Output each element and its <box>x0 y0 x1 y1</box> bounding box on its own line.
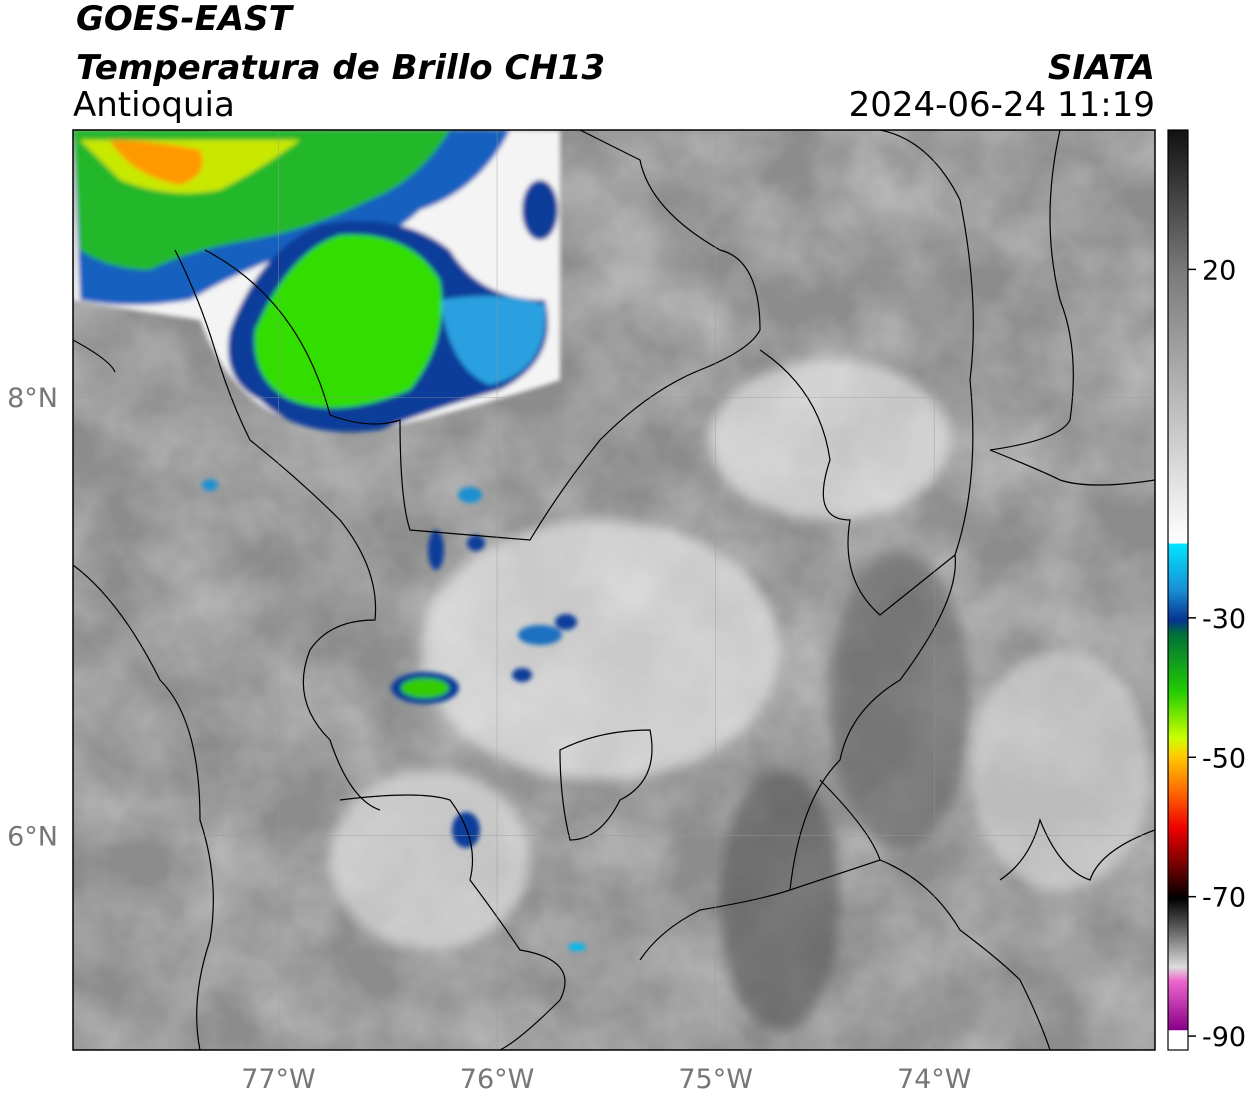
x-tick-label: 76°W <box>460 1064 535 1095</box>
map-frame <box>72 129 1156 1051</box>
colorbar-tick-label: -90 <box>1202 1022 1246 1053</box>
x-tick-label: 75°W <box>678 1064 753 1095</box>
x-tick-label: 77°W <box>241 1064 316 1095</box>
colorbar-tick-label: -70 <box>1202 883 1246 914</box>
graticule: 77°W 76°W 75°W 74°W 8°N 6°N <box>7 130 1155 1095</box>
title: GOES-EAST <box>76 0 295 39</box>
subtitle: Temperatura de Brillo CH13 <box>76 48 605 88</box>
timestamp: 2024-06-24 11:19 <box>849 85 1155 125</box>
y-tick-label: 8°N <box>7 383 58 414</box>
colorbar-scale <box>1167 129 1189 1051</box>
x-tick-label: 74°W <box>897 1064 972 1095</box>
y-tick-label: 6°N <box>7 821 58 852</box>
source: SIATA <box>1048 48 1155 88</box>
colorbar <box>1167 129 1189 1051</box>
header: GOES-EAST Temperatura de Brillo CH13 Ant… <box>73 0 1155 125</box>
region: Antioquia <box>73 85 235 125</box>
borders <box>73 130 1155 1050</box>
colorbar-tick-label: -30 <box>1202 604 1246 635</box>
satellite-image <box>73 130 1155 1050</box>
colorbar-tick-label: -50 <box>1202 743 1246 774</box>
colorbar-tick-label: 20 <box>1202 255 1236 286</box>
colorbar-ticks: 20 -30 -50 -70 -90 <box>1188 255 1246 1053</box>
